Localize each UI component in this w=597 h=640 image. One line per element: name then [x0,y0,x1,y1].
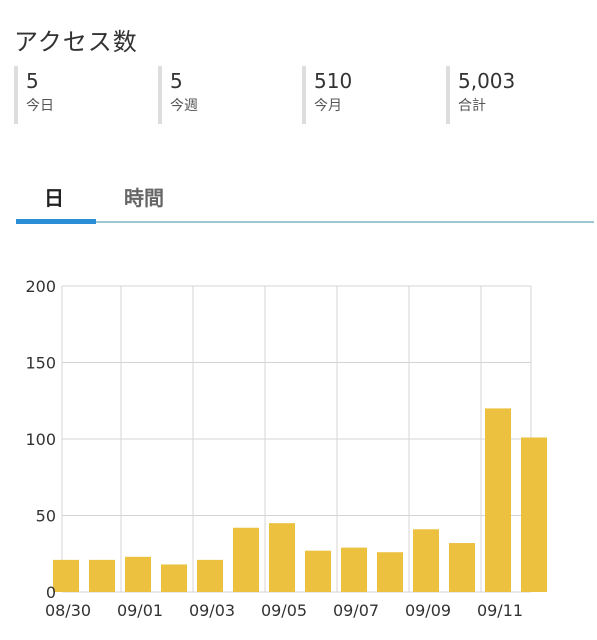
bar-09-03 [197,559,223,592]
x-tick-label: 09/09 [405,601,451,620]
bar-09-04 [233,527,259,592]
bar-09-10 [449,543,475,592]
stat-week-value: 5 [170,69,183,93]
bar-09-01 [125,556,151,592]
x-tick-label: 09/11 [477,601,523,620]
page-title: アクセス数 [14,28,138,56]
y-tick-label: 200 [25,277,56,296]
bar-09-12 [521,437,547,592]
x-tick-label: 09/01 [117,601,163,620]
tab-divider [96,221,594,223]
tab-active-indicator [16,219,96,224]
tab-bar: 日 時間 [16,176,594,232]
stat-month-value: 510 [314,69,353,93]
bar-09-05 [269,523,295,592]
stat-total-label: 合計 [458,98,486,114]
x-tick-label: 08/30 [45,601,91,620]
chart-grid [61,285,532,593]
y-tick-label: 50 [36,507,56,526]
stat-total: 5,003 合計 [446,66,515,124]
tab-hour[interactable]: 時間 [124,186,164,210]
tab-day[interactable]: 日 [44,186,64,210]
stat-month-label: 今月 [314,98,342,114]
y-tick-label: 0 [46,583,56,602]
stat-month: 510 今月 [302,66,352,124]
stat-today-label: 今日 [26,98,54,114]
stat-week: 5 今週 [158,66,198,124]
x-axis-labels: 08/30 09/01 09/03 09/05 09/07 09/09 09/11 [45,601,523,620]
stat-week-label: 今週 [170,98,198,114]
bar-08-31 [89,559,115,592]
bar-08-30 [53,559,79,592]
access-bar-chart: 0 50 100 150 200 08/30 09/01 09/03 09/05 09/07 09… [25,277,547,620]
x-tick-label: 09/07 [333,601,379,620]
bar-09-06 [305,550,331,592]
stat-total-value: 5,003 [458,69,516,93]
y-tick-label: 150 [25,354,56,373]
chart-bars [53,408,547,592]
x-tick-label: 09/05 [261,601,307,620]
bar-09-02 [161,564,187,592]
y-tick-label: 100 [25,430,56,449]
stats-summary: 5 今日 5 今週 510 今月 5,003 合計 [14,66,594,126]
bar-09-09 [413,529,439,592]
stat-today: 5 今日 [14,66,54,124]
x-tick-label: 09/03 [189,601,235,620]
stat-today-value: 5 [26,69,39,93]
bar-09-11 [485,408,511,592]
bar-09-08 [377,552,403,592]
bar-09-07 [341,547,367,592]
y-axis-labels: 0 50 100 150 200 [25,277,56,602]
